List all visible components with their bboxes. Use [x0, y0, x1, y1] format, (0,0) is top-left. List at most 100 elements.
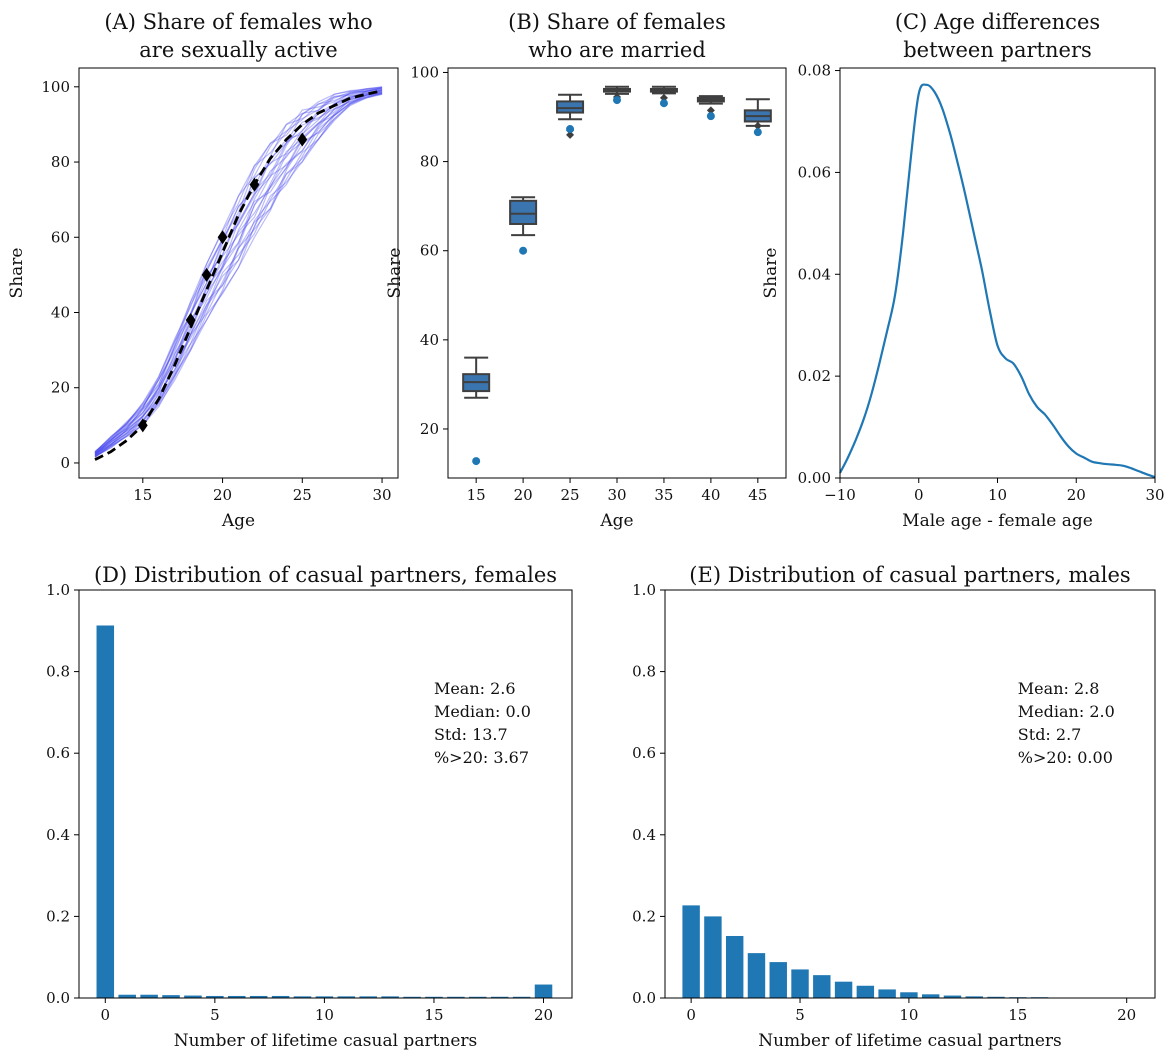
x-tick-label: 40	[701, 486, 720, 504]
target-curve-dashed	[94, 89, 383, 461]
bar	[987, 996, 1005, 998]
bar	[704, 916, 722, 998]
x-tick-label: 20	[534, 1006, 553, 1024]
bar	[512, 996, 531, 998]
bar	[682, 905, 700, 998]
y-tick-label: 60	[51, 228, 70, 246]
y-tick-label: 1.0	[46, 581, 70, 599]
stats-annotation: Std: 2.7	[1018, 725, 1082, 744]
stats-annotation: Std: 13.7	[434, 725, 508, 744]
simulation-line	[94, 91, 383, 457]
x-tick-label: 25	[561, 486, 580, 504]
bar	[725, 935, 744, 998]
plot-frame	[664, 589, 1156, 999]
bar	[140, 994, 158, 998]
plot-frame	[839, 67, 1156, 479]
chart-title: who are married	[528, 38, 706, 62]
panel-d-females-casual-partners: (D) Distribution of casual partners, fem…	[46, 563, 573, 1051]
observed-point	[137, 418, 148, 433]
simulation-line	[94, 92, 383, 456]
plot-frame	[447, 67, 787, 479]
bar	[747, 953, 766, 998]
observed-point	[201, 267, 212, 282]
bar	[337, 996, 356, 998]
y-tick-label: 0.2	[632, 907, 656, 925]
bar	[293, 996, 312, 998]
observed-point	[659, 99, 668, 108]
stats-annotation: Mean: 2.8	[1018, 679, 1100, 698]
x-tick-label: 45	[748, 486, 767, 504]
stats-annotation: %>20: 3.67	[434, 748, 529, 767]
y-tick-label: 80	[51, 153, 70, 171]
observed-point	[566, 125, 575, 134]
simulation-line	[94, 89, 383, 455]
simulation-line	[94, 93, 383, 458]
x-tick-label: 35	[654, 486, 673, 504]
plot-frame	[78, 67, 399, 479]
stats-annotation: Median: 2.0	[1018, 702, 1115, 721]
stats-annotation: Median: 0.0	[434, 702, 531, 721]
box-iqr	[556, 100, 585, 114]
y-tick-label: 40	[420, 331, 439, 349]
bar	[921, 994, 940, 998]
x-tick-label: 15	[1008, 1006, 1027, 1024]
y-tick-label: 0.02	[798, 367, 831, 385]
bar	[878, 989, 896, 998]
simulation-line	[94, 88, 383, 454]
x-tick-label: 15	[424, 1006, 443, 1024]
y-tick-label: 0.6	[632, 744, 656, 762]
bar	[206, 995, 224, 998]
bar	[96, 625, 115, 998]
simulation-line	[94, 90, 383, 457]
observed-point	[249, 177, 260, 192]
x-tick-label: 0	[914, 486, 924, 504]
x-tick-label: 30	[373, 486, 392, 504]
simulation-line	[94, 91, 383, 456]
x-axis-label: Male age - female age	[902, 511, 1093, 531]
x-tick-label: 10	[988, 486, 1007, 504]
stats-annotation: %>20: 0.00	[1018, 748, 1113, 767]
chart-title: (E) Distribution of casual partners, mal…	[689, 563, 1130, 587]
observed-point	[519, 246, 528, 255]
bar	[534, 984, 553, 998]
y-tick-label: 100	[410, 63, 439, 81]
x-tick-label: 20	[1117, 1006, 1136, 1024]
observed-point	[297, 132, 308, 147]
y-tick-label: 0.00	[798, 469, 831, 487]
simulation-line	[94, 89, 383, 455]
x-tick-label: 30	[1145, 486, 1164, 504]
simulation-line	[94, 87, 383, 454]
x-axis-label: Age	[599, 511, 633, 531]
bar	[943, 995, 962, 998]
chart-title: (C) Age differences	[895, 10, 1100, 34]
observed-point	[185, 313, 196, 328]
chart-title: between partners	[903, 38, 1092, 62]
bar	[769, 962, 787, 998]
simulation-line	[94, 87, 383, 454]
y-tick-label: 80	[420, 153, 439, 171]
bar	[227, 995, 246, 998]
panel-e-males-casual-partners: (E) Distribution of casual partners, mal…	[632, 563, 1156, 1051]
x-tick-label: 20	[514, 486, 533, 504]
y-axis-label: Share	[761, 248, 781, 299]
density-line	[839, 83, 1156, 479]
bar	[249, 995, 268, 998]
y-axis-label: Share	[7, 248, 27, 299]
x-axis-label: Age	[221, 511, 255, 531]
x-tick-label: 15	[133, 486, 152, 504]
bar	[791, 969, 809, 998]
simulation-line	[94, 92, 383, 457]
observed-point	[217, 230, 228, 245]
y-tick-label: 1.0	[632, 581, 656, 599]
y-tick-label: 40	[51, 303, 70, 321]
x-tick-label: 20	[213, 486, 232, 504]
y-tick-label: 0.0	[46, 989, 70, 1007]
simulation-line	[94, 86, 383, 453]
bar	[184, 995, 202, 998]
x-tick-label: 10	[315, 1006, 334, 1024]
x-tick-label: 10	[899, 1006, 918, 1024]
simulation-line	[94, 91, 383, 458]
chart-title: (A) Share of females who	[104, 10, 372, 34]
panel-a-sexually-active: (A) Share of females who are sexually act…	[7, 10, 399, 531]
